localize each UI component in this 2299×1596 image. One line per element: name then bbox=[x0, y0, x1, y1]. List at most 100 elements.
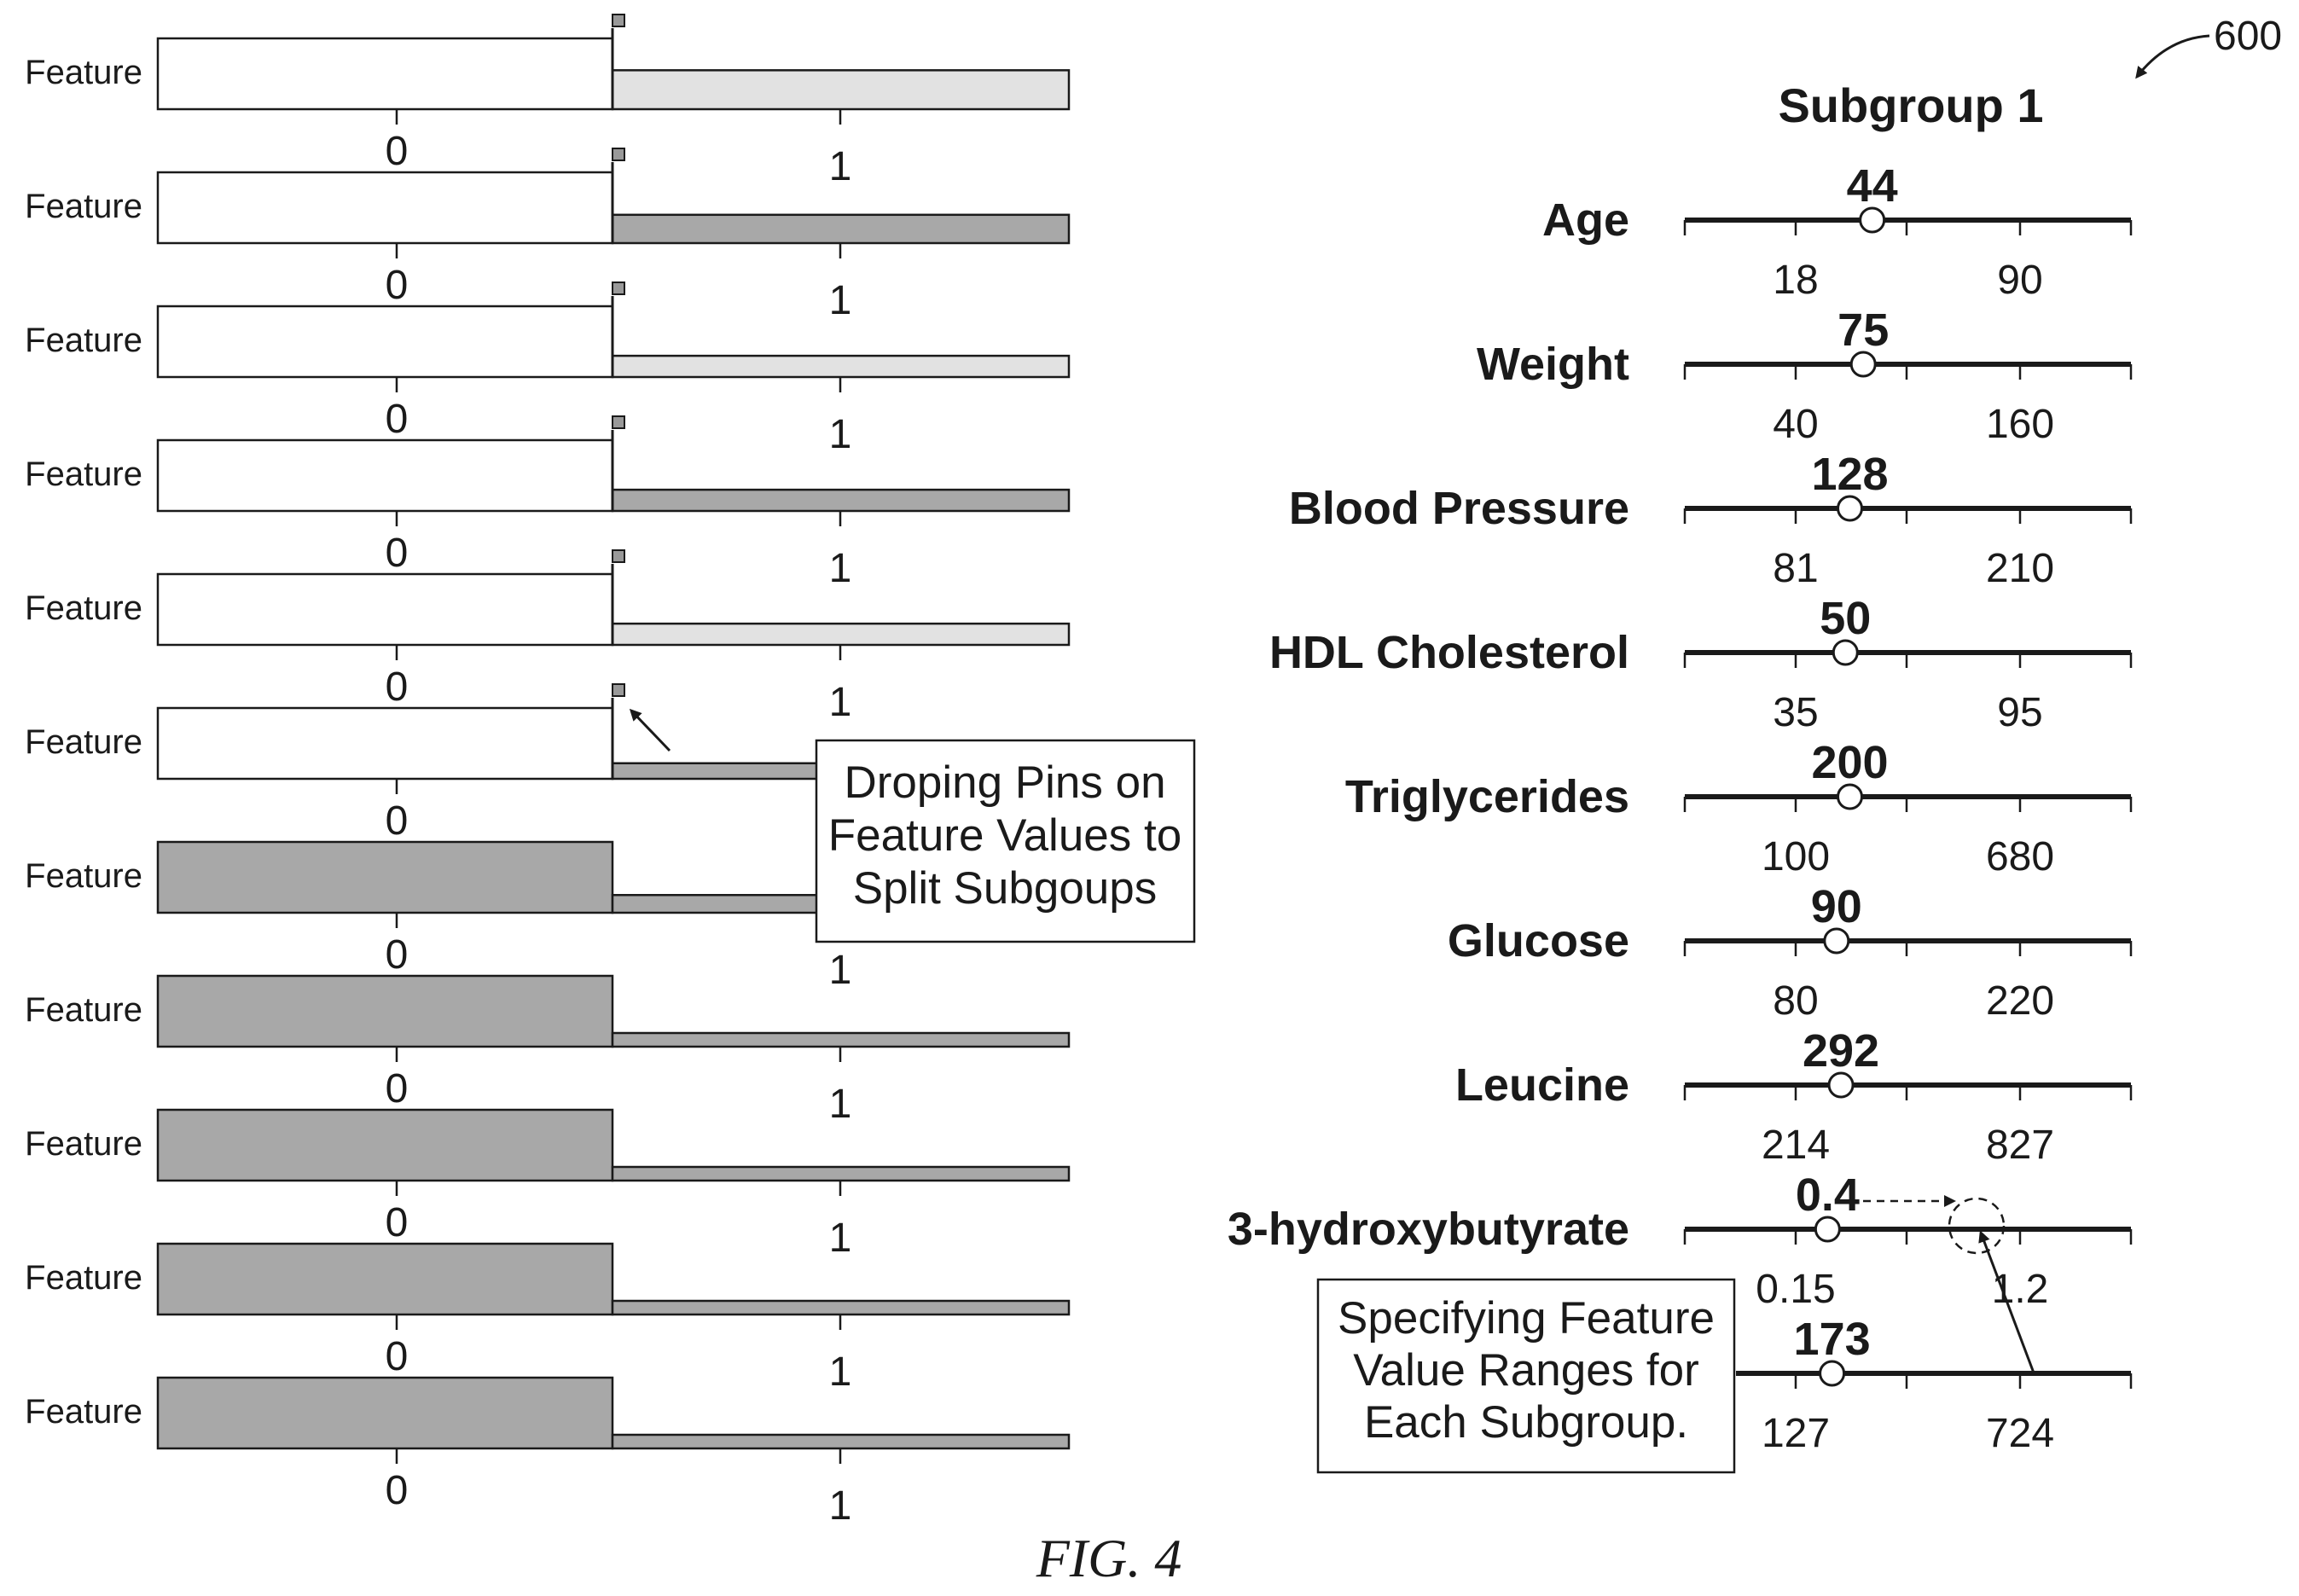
tick-label-one: 1 bbox=[829, 144, 852, 189]
tick-label-one: 1 bbox=[829, 278, 852, 323]
slider-8: 3-hydroxybutyrate 0.4 0.15 1.2 bbox=[1228, 1169, 2133, 1312]
slider-3: Blood Pressure 128 81 210 bbox=[1289, 449, 2133, 591]
range-callout: Specifying Feature Value Ranges for Each… bbox=[1316, 1195, 2036, 1474]
feature-bar-left bbox=[156, 1376, 614, 1450]
slider-min-label: 80 bbox=[1773, 978, 1818, 1024]
feature-bar-left bbox=[156, 171, 614, 245]
slider-min-label: 35 bbox=[1773, 690, 1818, 735]
slider-max-label: 220 bbox=[1986, 978, 2054, 1024]
tick-label-zero: 0 bbox=[386, 263, 409, 308]
feature-bar-left bbox=[156, 706, 614, 781]
tick-label-zero: 0 bbox=[386, 1066, 409, 1111]
slider-label: Glucose bbox=[1448, 915, 1629, 966]
slider-max-label: 724 bbox=[1986, 1411, 2054, 1456]
slider-handle bbox=[1837, 783, 1864, 810]
feature-bar-right bbox=[611, 69, 1071, 111]
pin-flag bbox=[612, 683, 625, 697]
feature-row-1: Feature 0 1 bbox=[25, 14, 1071, 189]
feature-row-11: Feature 0 1 bbox=[25, 1376, 1071, 1529]
feature-label: Feature bbox=[25, 456, 142, 493]
slider-max-label: 90 bbox=[1997, 258, 2042, 303]
range-callout-arrow bbox=[1978, 1230, 2036, 1376]
pin-callout-arrow bbox=[629, 708, 671, 752]
slider-value: 75 bbox=[1837, 305, 1889, 356]
pin-flag bbox=[612, 549, 625, 563]
slider-label: HDL Cholesterol bbox=[1269, 627, 1629, 678]
slider-handle bbox=[1837, 495, 1864, 522]
slider-min-label: 0.15 bbox=[1756, 1267, 1835, 1312]
tick-label-one: 1 bbox=[829, 1483, 852, 1529]
tick-label-zero: 0 bbox=[386, 129, 409, 174]
feature-label: Feature bbox=[25, 723, 142, 761]
feature-row-3: Feature 0 1 bbox=[25, 281, 1071, 457]
tick-label-one: 1 bbox=[829, 680, 852, 725]
feature-label: Feature bbox=[25, 589, 142, 627]
pin-flag bbox=[612, 148, 625, 161]
feature-label: Feature bbox=[25, 1393, 142, 1431]
feature-label: Feature bbox=[25, 322, 142, 359]
feature-label: Feature bbox=[25, 188, 142, 225]
slider-value: 50 bbox=[1820, 593, 1871, 644]
tick-label-one: 1 bbox=[829, 948, 852, 993]
slider-min-label: 100 bbox=[1762, 834, 1830, 879]
feature-bar-left bbox=[156, 305, 614, 379]
figure-number: 600 bbox=[2214, 14, 2282, 59]
feature-row-10: Feature 0 1 bbox=[25, 1242, 1071, 1395]
tick-label-zero: 0 bbox=[386, 1200, 409, 1245]
slider-max-label: 210 bbox=[1986, 546, 2054, 591]
slider-label: 3-hydroxybutyrate bbox=[1228, 1204, 1629, 1255]
slider-min-label: 81 bbox=[1773, 546, 1818, 591]
pin-flag bbox=[612, 14, 625, 27]
feature-bar-right bbox=[611, 213, 1071, 245]
pin-flag bbox=[612, 415, 625, 429]
slider-value: 292 bbox=[1803, 1025, 1879, 1077]
pin-flag bbox=[612, 281, 625, 295]
slider-min-label: 214 bbox=[1762, 1123, 1830, 1168]
slider-handle bbox=[1823, 927, 1850, 955]
tick-label-one: 1 bbox=[829, 1082, 852, 1127]
feature-bar-left bbox=[156, 572, 614, 647]
pin-callout-line-3: Split Subgoups bbox=[853, 863, 1158, 914]
tick-label-zero: 0 bbox=[386, 932, 409, 978]
slider-label: Age bbox=[1542, 194, 1629, 246]
slider-value: 173 bbox=[1794, 1314, 1871, 1365]
slider-1: Age 44 18 90 bbox=[1542, 160, 2133, 303]
slider-handle bbox=[1849, 351, 1877, 378]
slider-label: Blood Pressure bbox=[1289, 483, 1629, 534]
figure-number-arrow bbox=[2135, 34, 2210, 79]
tick-label-one: 1 bbox=[829, 1216, 852, 1261]
feature-bar-left bbox=[156, 1242, 614, 1316]
subgroup-slider-panel: Age 44 18 90 Weight 75 40 160 Blood Pressure 128 8… bbox=[1228, 160, 2133, 1456]
slider-7: Leucine 292 214 827 bbox=[1455, 1025, 2133, 1168]
feature-label: Feature bbox=[25, 1259, 142, 1297]
pin-callout-line-2: Feature Values to bbox=[828, 810, 1181, 861]
feature-bar-left bbox=[156, 438, 614, 513]
slider-handle bbox=[1827, 1071, 1855, 1099]
slider-handle bbox=[1859, 206, 1886, 234]
tick-label-zero: 0 bbox=[386, 798, 409, 844]
slider-handle bbox=[1819, 1360, 1846, 1387]
pin-callout: Droping Pins on Feature Values to Split … bbox=[629, 708, 1196, 943]
feature-row-5: Feature 0 1 bbox=[25, 549, 1071, 725]
slider-value: 0.4 bbox=[1796, 1169, 1860, 1221]
slider-4: HDL Cholesterol 50 35 95 bbox=[1269, 593, 2133, 735]
feature-bar-right bbox=[611, 1165, 1071, 1182]
feature-bar-left bbox=[156, 840, 614, 914]
range-callout-line-1: Specifying Feature bbox=[1338, 1293, 1715, 1344]
pin-callout-line-1: Droping Pins on bbox=[844, 757, 1165, 808]
figure-reference: 600 bbox=[2135, 14, 2282, 79]
slider-9: 173 127 724 bbox=[1736, 1314, 2133, 1456]
feature-bar-left bbox=[156, 1108, 614, 1182]
feature-bar-right bbox=[611, 1031, 1071, 1048]
slider-label: Leucine bbox=[1455, 1059, 1629, 1111]
slider-value: 90 bbox=[1811, 881, 1862, 932]
slider-handle bbox=[1832, 639, 1859, 666]
slider-max-label: 680 bbox=[1986, 834, 2054, 879]
tick-label-zero: 0 bbox=[386, 531, 409, 576]
feature-bar-right bbox=[611, 1433, 1071, 1450]
feature-bar-right bbox=[611, 622, 1071, 647]
feature-row-8: Feature 0 1 bbox=[25, 974, 1071, 1127]
tick-label-zero: 0 bbox=[386, 1468, 409, 1513]
slider-max-label: 827 bbox=[1986, 1123, 2054, 1168]
range-callout-line-2: Value Ranges for bbox=[1353, 1345, 1699, 1396]
